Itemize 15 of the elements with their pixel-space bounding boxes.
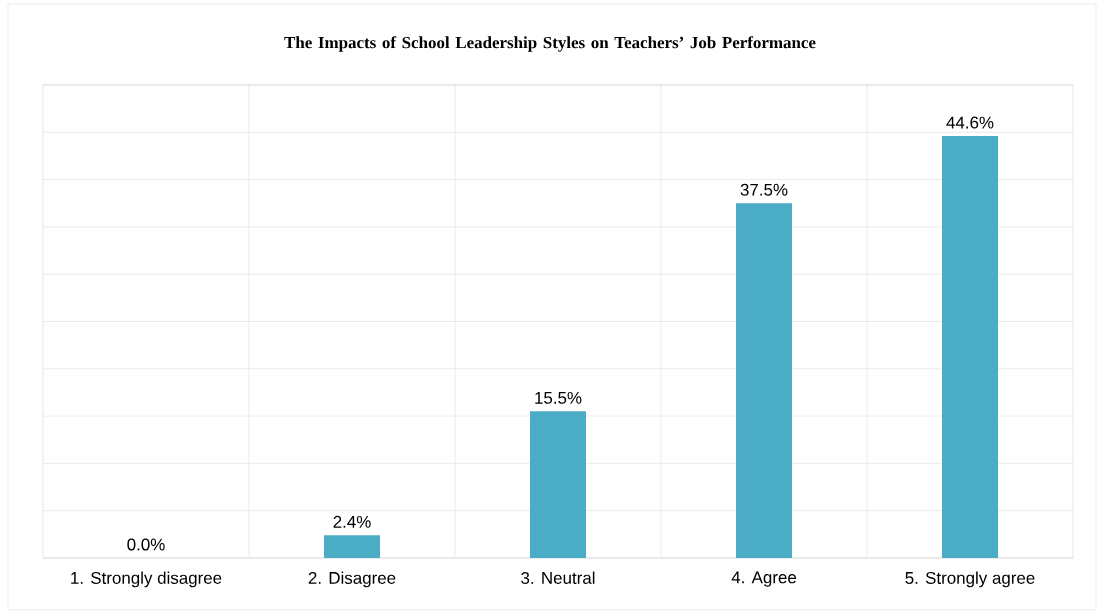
data-label: 0.0%	[127, 538, 165, 551]
data-label: 2.4%	[333, 515, 371, 528]
data-label: 44.6%	[946, 116, 994, 129]
bar	[324, 535, 381, 558]
bar	[530, 411, 587, 558]
x-tick-label: 5. Strongly agree	[905, 571, 1035, 588]
bar	[736, 203, 793, 558]
x-tick-label: 3. Neutral	[521, 571, 595, 584]
x-tick-label: 1. Strongly disagree	[71, 571, 222, 588]
bar	[942, 136, 999, 558]
data-label: 37.5%	[740, 183, 788, 196]
data-label: 15.5%	[535, 391, 582, 404]
x-tick-label: 2. Disagree	[308, 571, 396, 588]
chart-title: The Impacts of School Leadership Styles on Teachers’ Job Performance	[284, 36, 816, 52]
x-tick-label: 4. Agree	[731, 571, 797, 587]
